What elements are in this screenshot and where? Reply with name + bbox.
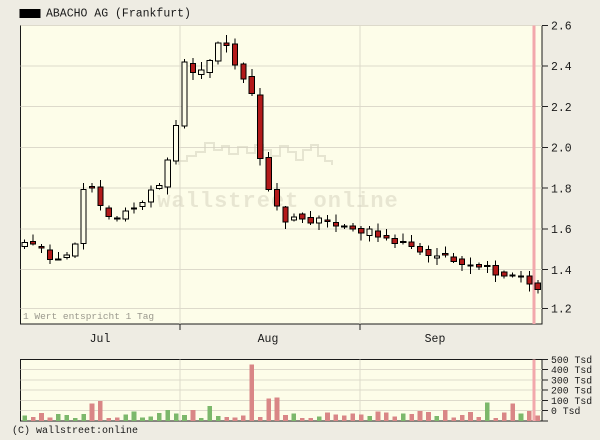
svg-text:1.6: 1.6 [551, 224, 572, 237]
svg-text:Aug: Aug [258, 333, 279, 346]
svg-text:0 Tsd: 0 Tsd [551, 406, 581, 417]
svg-text:2.0: 2.0 [551, 143, 572, 156]
svg-text:ABACHO AG (Frankfurt): ABACHO AG (Frankfurt) [46, 8, 191, 21]
svg-text:1 Wert entspricht 1 Tag: 1 Wert entspricht 1 Tag [23, 311, 154, 322]
svg-text:2.4: 2.4 [551, 61, 572, 74]
svg-text:Jul: Jul [90, 333, 111, 346]
svg-text:1.2: 1.2 [551, 304, 572, 317]
svg-text:Sep: Sep [425, 333, 446, 346]
svg-text:2.2: 2.2 [551, 102, 572, 115]
svg-text:1.8: 1.8 [551, 183, 572, 196]
svg-text:(C) wallstreet:online: (C) wallstreet:online [12, 425, 138, 437]
svg-text:1.4: 1.4 [551, 265, 572, 278]
svg-text:2.6: 2.6 [551, 21, 572, 34]
